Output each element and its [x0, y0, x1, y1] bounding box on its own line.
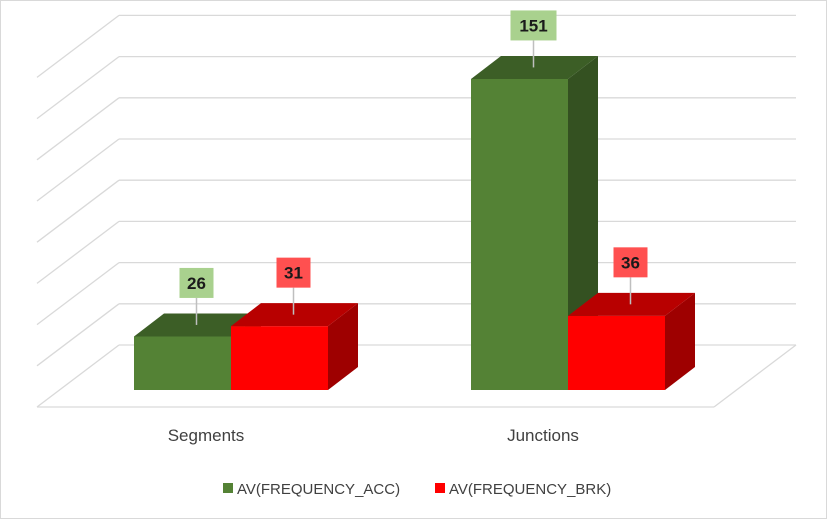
- category-label: Segments: [168, 426, 245, 445]
- gridline-side: [36, 97, 120, 161]
- category-label: Junctions: [507, 426, 579, 445]
- svg-text:36: 36: [621, 253, 640, 272]
- legend-item: AV(FREQUENCY_ACC): [223, 481, 400, 498]
- gridline-side: [36, 303, 120, 367]
- legend-label: AV(FREQUENCY_ACC): [237, 481, 400, 498]
- gridline-side: [36, 56, 120, 120]
- bar: [231, 303, 358, 390]
- gridline-side: [36, 179, 120, 243]
- legend-item: AV(FREQUENCY_BRK): [435, 481, 611, 498]
- svg-text:26: 26: [187, 274, 206, 293]
- legend-swatch: [223, 483, 233, 493]
- gridline-side: [36, 14, 120, 78]
- data-label: 26: [179, 267, 214, 325]
- data-label: 36: [613, 247, 648, 305]
- data-label: 151: [510, 10, 557, 68]
- gridline-side: [36, 262, 120, 326]
- data-label: 31: [276, 257, 311, 315]
- bar: [568, 292, 695, 390]
- legend-label: AV(FREQUENCY_BRK): [449, 481, 611, 498]
- gridline-side: [36, 220, 120, 284]
- svg-text:151: 151: [519, 16, 547, 35]
- gridline-side: [36, 344, 120, 408]
- gridline-side: [36, 138, 120, 202]
- floor-right-edge: [713, 344, 797, 408]
- svg-text:31: 31: [284, 264, 303, 283]
- legend-swatch: [435, 483, 445, 493]
